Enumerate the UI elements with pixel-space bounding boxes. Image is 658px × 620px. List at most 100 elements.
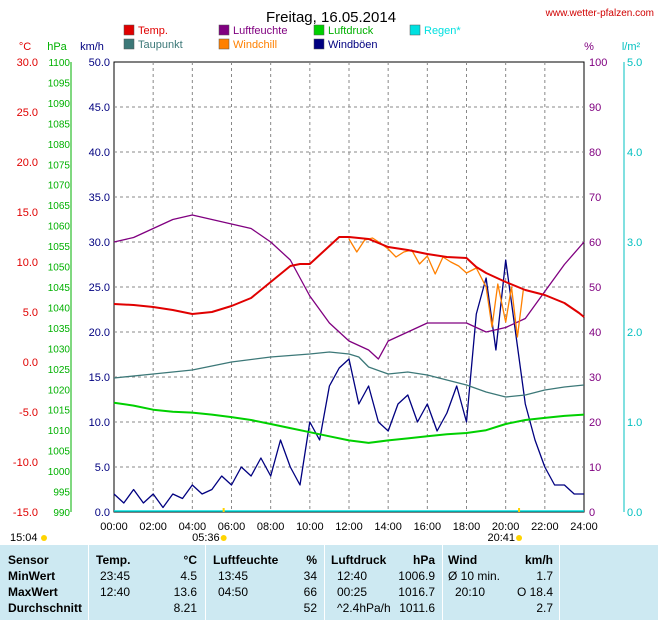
pressure-trend: ^2.4hPa/h: [337, 601, 391, 615]
humidity-tick-label: 70: [589, 192, 601, 204]
min-temp-time: 23:45: [100, 569, 131, 583]
legend: Temp. Luftfeuchte Luftdruck Regen* Taupunkt W…: [123, 24, 461, 51]
moon-icon: [41, 535, 47, 541]
humidity-tick-label: 50: [589, 282, 601, 294]
time-axis: 00:00 02:00 04:00 06:00 08:00 10:00 12:00 14:00…: [10, 508, 598, 544]
legend-swatch: [313, 24, 325, 36]
x-tick-label: 20:00: [492, 521, 520, 533]
wind-tick-label: 30.0: [89, 237, 110, 249]
header-sensor: Sensor: [8, 553, 49, 567]
pressure-tick-label: 1065: [48, 201, 71, 212]
legend-label: Luftfeuchte: [233, 25, 287, 37]
humidity-tick-label: 60: [589, 237, 601, 249]
wind-tick-label: 10.0: [89, 417, 110, 429]
temp-tick-label: 0.0: [23, 357, 38, 369]
wind-tick-label: 15.0: [89, 372, 110, 384]
min-humidity-value: 34: [303, 569, 317, 583]
series-line-luftfeuchte: [113, 214, 585, 360]
statistics-table: Sensor Temp. °C Luftfeuchte % Luftdruck …: [0, 545, 658, 620]
moonrise-time: 15:04: [10, 532, 38, 544]
wind-max-value: O 18.4: [516, 585, 553, 599]
legend-label: Windchill: [233, 39, 277, 51]
x-tick-label: 24:00: [570, 521, 598, 533]
humidity-axis-unit: %: [584, 41, 594, 53]
website-link[interactable]: www.wetter-pfalzen.com: [545, 8, 654, 19]
sunset-tick: [518, 508, 521, 512]
pressure-tick-label: 1040: [48, 303, 71, 314]
wind-avg-value: 1.7: [536, 569, 553, 583]
pressure-tick-label: 995: [53, 488, 70, 499]
humidity-tick-label: 100: [589, 57, 607, 69]
max-temp-time: 12:40: [100, 585, 131, 599]
rain-tick-label: 0.0: [627, 507, 642, 519]
pressure-tick-label: 1010: [48, 426, 71, 437]
rain-axis-unit: l/m²: [622, 41, 641, 53]
pressure-tick-label: 1055: [48, 242, 71, 253]
rain-tick-label: 3.0: [627, 237, 642, 249]
x-tick-label: 06:00: [218, 521, 246, 533]
sunset-time: 20:41: [488, 532, 516, 544]
max-humidity-value: 66: [303, 585, 317, 599]
avg-wind-value: 2.7: [536, 601, 553, 615]
sun-icon: [516, 535, 523, 541]
x-tick-label: 14:00: [374, 521, 402, 533]
pressure-tick-label: 1100: [48, 58, 70, 69]
series-line-temp: [113, 236, 585, 318]
header-temp: Temp.: [96, 553, 131, 567]
temp-tick-label: 30.0: [17, 57, 38, 69]
pressure-tick-label: 1080: [48, 140, 71, 151]
wind-avg-label: Ø 10 min.: [448, 569, 501, 583]
wind-tick-label: 20.0: [89, 327, 110, 339]
pressure-tick-label: 1020: [48, 385, 71, 396]
legend-swatch: [409, 24, 421, 36]
pressure-tick-label: 1005: [48, 447, 71, 458]
wind-tick-label: 50.0: [89, 57, 110, 69]
wind-tick-label: 45.0: [89, 102, 110, 114]
x-tick-label: 12:00: [335, 521, 363, 533]
humidity-tick-label: 80: [589, 147, 601, 159]
series-line-windben: [113, 259, 584, 509]
wind-tick-label: 0.0: [95, 507, 110, 519]
avg-pressure-value: 1011.6: [399, 601, 435, 615]
sunrise-tick: [222, 508, 225, 512]
rain-tick-label: 2.0: [627, 327, 642, 339]
row-label-avg: Durchschnitt: [8, 601, 83, 615]
header-humidity: Luftfeuchte: [213, 553, 279, 567]
row-label-min: MinWert: [8, 569, 56, 583]
humidity-tick-label: 30: [589, 372, 601, 384]
max-pressure-value: 1016.7: [398, 585, 435, 599]
x-tick-label: 08:00: [257, 521, 285, 533]
plot-area: [113, 61, 585, 513]
pressure-tick-label: 990: [53, 508, 70, 519]
wind-tick-label: 40.0: [89, 147, 110, 159]
humidity-tick-label: 40: [589, 327, 601, 339]
x-tick-label: 18:00: [453, 521, 481, 533]
temp-tick-label: 10.0: [17, 257, 38, 269]
legend-label: Temp.: [138, 25, 168, 37]
x-tick-label: 16:00: [414, 521, 442, 533]
pressure-tick-label: 1030: [48, 344, 71, 355]
pressure-tick-label: 1015: [48, 406, 71, 417]
pressure-axis-unit: hPa: [47, 41, 67, 53]
chart-axes: °C hPa km/h% l/m² 30.0 25.0 20.0 15.0 10.0 5.0 0.0…: [13, 41, 642, 519]
x-tick-label: 04:00: [179, 521, 207, 533]
legend-swatch: [123, 24, 135, 36]
header-wind-unit: km/h: [524, 553, 553, 567]
legend-swatch: [218, 38, 230, 50]
max-pressure-time: 00:25: [337, 585, 368, 599]
sunrise-time: 05:36: [192, 532, 220, 544]
legend-label: Taupunkt: [138, 39, 183, 51]
min-pressure-value: 1006.9: [398, 569, 435, 583]
legend-swatch: [218, 24, 230, 36]
legend-swatch: [313, 38, 325, 50]
weather-chart: Freitag, 16.05.2014 www.wetter-pfalzen.c…: [10, 8, 654, 544]
temp-tick-label: -5.0: [19, 407, 38, 419]
pressure-tick-label: 1085: [48, 119, 71, 130]
wind-tick-label: 25.0: [89, 282, 110, 294]
header-humidity-unit: %: [306, 553, 317, 567]
max-temp-value: 13.6: [173, 585, 197, 599]
avg-humidity-value: 52: [303, 601, 317, 615]
sun-icon: [220, 535, 227, 541]
max-humidity-time: 04:50: [218, 585, 249, 599]
wind-tick-label: 5.0: [95, 462, 110, 474]
